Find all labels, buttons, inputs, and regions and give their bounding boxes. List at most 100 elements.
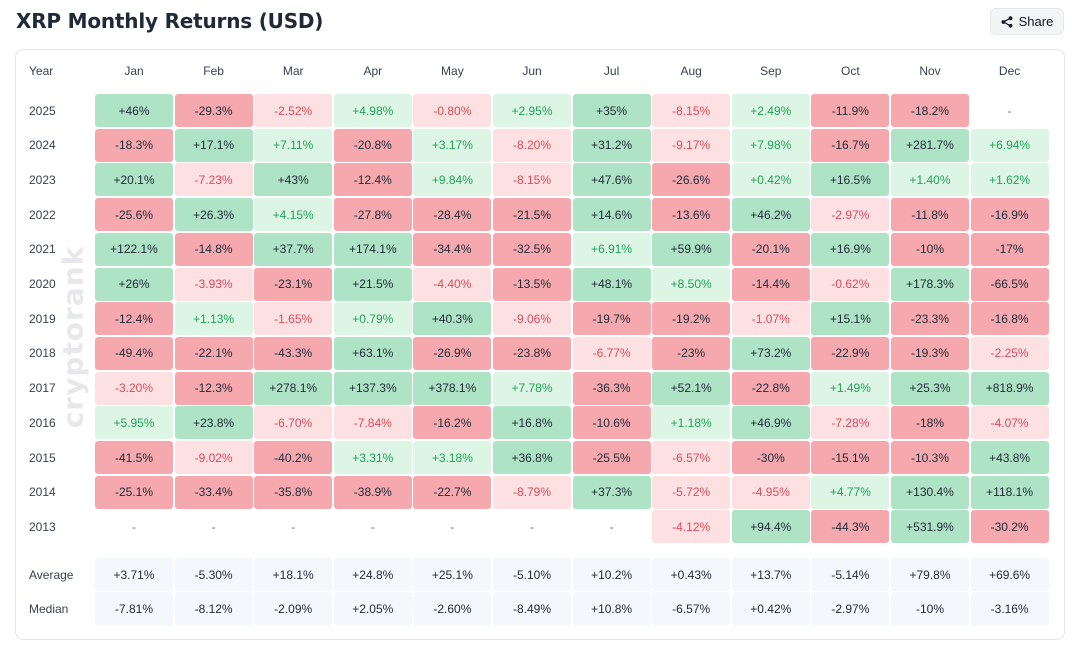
return-cell: +35% <box>572 94 651 127</box>
return-cell: -6.70% <box>254 406 333 440</box>
return-cell: +46% <box>95 94 173 127</box>
return-cell: -25.6% <box>95 198 173 232</box>
return-cell: -14.4% <box>731 267 810 301</box>
return-cell: -9.06% <box>493 302 571 336</box>
return-cell: -19.2% <box>652 302 731 336</box>
return-cell: +47.6% <box>572 163 651 197</box>
return-cell: -0.62% <box>811 267 890 301</box>
return-cell: -23.3% <box>891 302 969 336</box>
return-cell: +2.49% <box>731 94 810 127</box>
return-cell: -2.97% <box>811 198 890 232</box>
return-cell: -15.1% <box>811 441 890 474</box>
return-cell: -6.77% <box>572 336 651 370</box>
return-cell: -6.57% <box>652 441 731 474</box>
return-cell: -10% <box>891 232 969 266</box>
return-cell: +37.3% <box>572 475 651 509</box>
return-cell: +73.2% <box>731 336 810 370</box>
return-cell: -21.5% <box>493 198 571 232</box>
return-cell: +2.95% <box>493 94 571 127</box>
return-cell: -26.6% <box>652 163 731 197</box>
return-cell: -12.4% <box>95 302 173 336</box>
row-year-label: 2015 <box>29 450 56 465</box>
return-cell: - <box>450 519 455 534</box>
return-cell: -25.1% <box>95 475 173 509</box>
return-cell: -32.5% <box>493 232 571 266</box>
summary-cell: +18.1% <box>254 558 333 591</box>
column-header-dec: Dec <box>998 64 1021 78</box>
return-cell: +1.18% <box>652 406 731 440</box>
column-header-nov: Nov <box>919 64 941 78</box>
return-cell: +9.84% <box>413 163 492 197</box>
return-cell: -16.2% <box>413 406 492 440</box>
return-cell: -3.93% <box>174 267 253 301</box>
return-cell: -25.5% <box>572 441 651 474</box>
return-cell: -18.2% <box>891 94 969 127</box>
column-header-mar: Mar <box>282 64 304 78</box>
return-cell: +3.18% <box>413 441 492 474</box>
return-cell: +46.9% <box>731 406 810 440</box>
summary-cell: -2.97% <box>811 592 890 625</box>
summary-cell: -8.12% <box>174 592 253 625</box>
row-year-label: 2023 <box>29 172 56 187</box>
return-cell: +378.1% <box>413 371 492 405</box>
column-header-oct: Oct <box>841 64 860 78</box>
return-cell: +21.5% <box>333 267 412 301</box>
summary-cell: -2.09% <box>254 592 333 625</box>
summary-cell: -10% <box>891 592 969 625</box>
return-cell: +531.9% <box>891 510 969 544</box>
return-cell: +7.11% <box>254 128 333 162</box>
summary-cell: -6.57% <box>652 592 731 625</box>
return-cell: +26% <box>95 267 173 301</box>
return-cell: -35.8% <box>254 475 333 509</box>
return-cell: -20.1% <box>731 232 810 266</box>
return-cell: +5.95% <box>95 406 173 440</box>
summary-label-median: Median <box>29 601 69 616</box>
return-cell: - <box>291 519 296 534</box>
return-cell: - <box>530 519 534 534</box>
row-year-label: 2018 <box>29 346 56 361</box>
summary-cell: +2.05% <box>333 592 412 625</box>
return-cell: +4.15% <box>254 198 333 232</box>
return-cell: +37.7% <box>254 232 333 266</box>
row-year-label: 2021 <box>29 242 56 257</box>
return-cell: +6.91% <box>572 232 651 266</box>
return-cell: -30.2% <box>970 510 1049 544</box>
column-header-jun: Jun <box>522 64 542 78</box>
return-cell: -16.7% <box>811 128 890 162</box>
return-cell: +94.4% <box>731 510 810 544</box>
return-cell: -17% <box>970 232 1049 266</box>
summary-cell: +79.8% <box>891 558 969 591</box>
return-cell: -12.4% <box>333 163 412 197</box>
return-cell: +1.40% <box>891 163 969 197</box>
summary-cell: -5.10% <box>493 558 571 591</box>
column-header-apr: Apr <box>363 64 383 78</box>
return-cell: -4.12% <box>652 510 731 544</box>
return-cell: +130.4% <box>891 475 969 509</box>
return-cell: -49.4% <box>95 336 173 370</box>
return-cell: -38.9% <box>333 475 412 509</box>
return-cell: +1.62% <box>970 163 1049 197</box>
share-button[interactable]: Share <box>990 8 1064 35</box>
return-cell: +63.1% <box>333 336 412 370</box>
summary-cell: -3.16% <box>970 592 1049 625</box>
return-cell: +7.78% <box>493 371 571 405</box>
column-header-sep: Sep <box>760 64 782 78</box>
return-cell: +43.8% <box>970 441 1049 474</box>
return-cell: -7.23% <box>174 163 253 197</box>
return-cell: +48.1% <box>572 267 651 301</box>
return-cell: -10.6% <box>572 406 651 440</box>
return-cell: -8.79% <box>493 475 571 509</box>
return-cell: -22.9% <box>811 336 890 370</box>
return-cell: -18% <box>891 406 969 440</box>
return-cell: -22.7% <box>413 475 492 509</box>
return-cell: +46.2% <box>731 198 810 232</box>
return-cell: - <box>370 519 375 534</box>
return-cell: -23% <box>652 336 731 370</box>
return-cell: +16.8% <box>493 406 571 440</box>
column-header-year: Year <box>29 64 54 78</box>
row-year-label: 2024 <box>29 138 56 153</box>
return-cell: -28.4% <box>413 198 492 232</box>
return-cell: -20.8% <box>333 128 412 162</box>
return-cell: -40.2% <box>254 441 333 474</box>
return-cell: -33.4% <box>174 475 253 509</box>
